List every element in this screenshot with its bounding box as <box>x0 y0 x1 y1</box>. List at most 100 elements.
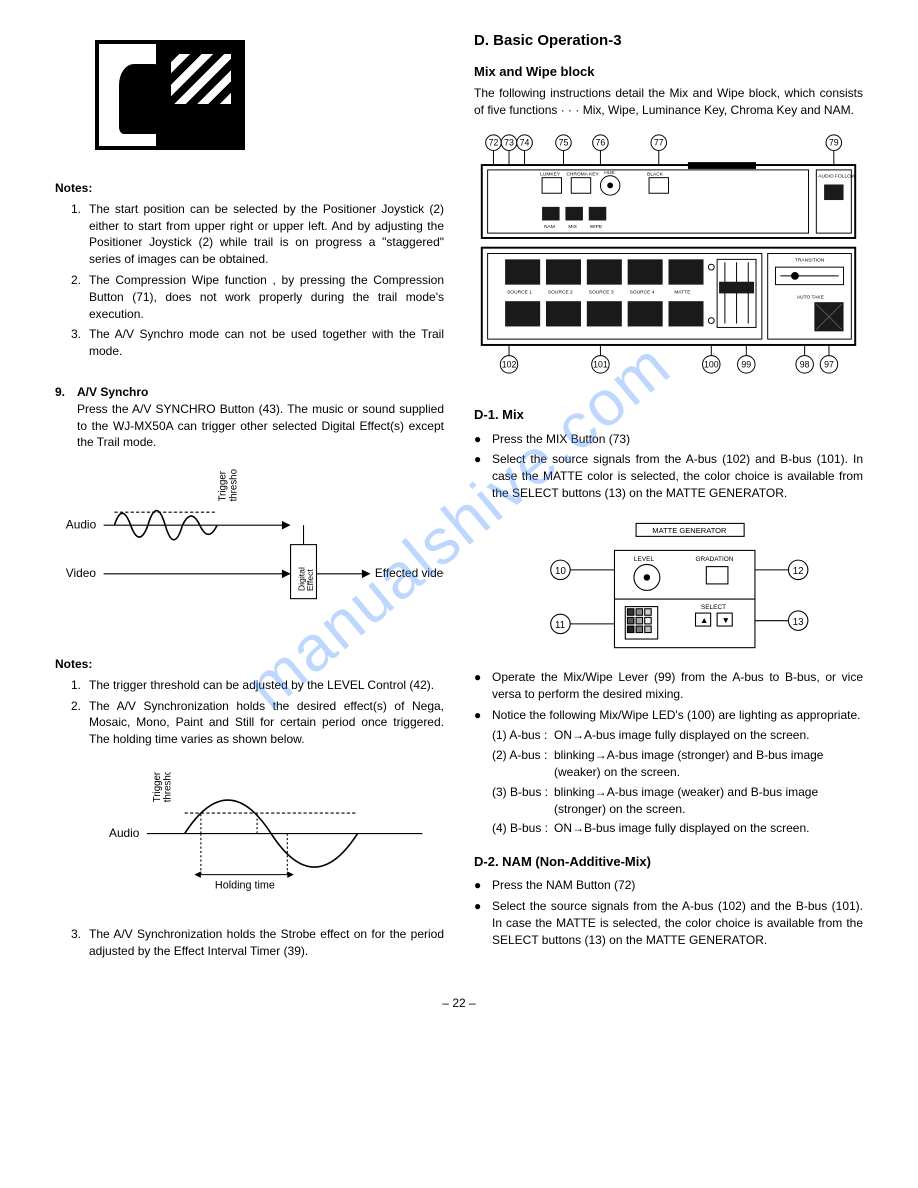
svg-text:10: 10 <box>555 566 566 577</box>
svg-text:GRADATION: GRADATION <box>696 556 734 563</box>
d2-heading: D-2. NAM (Non-Additive-Mix) <box>474 853 863 871</box>
note-text: The start position can be selected by th… <box>89 201 444 268</box>
note-number: 2. <box>71 272 89 322</box>
svg-text:73: 73 <box>504 137 514 147</box>
section-title: A/V Synchro <box>77 384 444 401</box>
mixwipe-heading: Mix and Wipe block <box>474 63 863 81</box>
svg-text:MATTE: MATTE <box>674 289 691 295</box>
diagram-label: Audio <box>109 826 140 840</box>
note-item: 1.The trigger threshold can be adjusted … <box>71 677 444 694</box>
sub-text: ON→A-bus image fully displayed on the sc… <box>554 727 863 744</box>
d1-heading: D-1. Mix <box>474 406 863 424</box>
svg-text:SOURCE 4: SOURCE 4 <box>630 289 655 295</box>
threshold-label: threshold <box>229 469 240 501</box>
svg-text:11: 11 <box>555 620 565 631</box>
svg-text:74: 74 <box>520 137 530 147</box>
av-synchro-diagram: Audio Trigger threshold Digital Effect V… <box>55 469 444 631</box>
control-panel-diagram: 72 73 74 75 76 77 79 MX EFFECT LUMKEY CH… <box>474 131 863 384</box>
svg-text:AUTO TAKE: AUTO TAKE <box>797 294 825 300</box>
bullet-item: ●Select the source signals from the A-bu… <box>474 898 863 948</box>
bullet-text: Notice the following Mix/Wipe LED's (100… <box>492 707 863 724</box>
svg-text:97: 97 <box>824 359 834 369</box>
svg-text:79: 79 <box>829 137 839 147</box>
notes-block-1: Notes: 1.The start position can be selec… <box>55 180 444 360</box>
svg-text:100: 100 <box>704 359 719 369</box>
svg-text:AUDIO FOLLOW: AUDIO FOLLOW <box>818 173 856 179</box>
svg-text:MIX: MIX <box>568 224 577 230</box>
svg-text:LUMKEY: LUMKEY <box>540 172 561 178</box>
svg-text:WIPE: WIPE <box>590 224 603 230</box>
bullet-text: Operate the Mix/Wipe Lever (99) from the… <box>492 669 863 703</box>
diagram-label: Effected video <box>375 566 444 580</box>
svg-text:99: 99 <box>741 359 751 369</box>
main-heading: D. Basic Operation-3 <box>474 30 863 51</box>
sub-text: ON→B-bus image fully displayed on the sc… <box>554 820 863 837</box>
bullet-text: Press the MIX Button (73) <box>492 431 863 448</box>
note-number: 3. <box>71 926 89 960</box>
sub-number: (1) A-bus : <box>492 727 554 744</box>
note-text: The A/V Synchronization holds the Strobe… <box>89 926 444 960</box>
holding-label: Holding time <box>215 880 275 892</box>
svg-text:77: 77 <box>654 137 664 147</box>
mixwipe-text: The following instructions detail the Mi… <box>474 85 863 119</box>
bullet-text: Select the source signals from the A-bus… <box>492 898 863 948</box>
note-item: 1.The start position can be selected by … <box>71 201 444 268</box>
sub-number: (2) A-bus : <box>492 747 554 781</box>
threshold-label: Trigger <box>218 470 229 501</box>
bullet-item: ●Press the MIX Button (73) <box>474 431 863 448</box>
note-number: 1. <box>71 677 89 694</box>
svg-text:▼: ▼ <box>721 615 730 625</box>
note-number: 1. <box>71 201 89 268</box>
note-item: 3.The A/V Synchronization holds the Stro… <box>71 926 444 960</box>
notes-block-2: Notes: 1.The trigger threshold can be ad… <box>55 656 444 748</box>
svg-text:BLACK: BLACK <box>647 172 664 178</box>
svg-text:13: 13 <box>793 617 804 628</box>
diagram-label: Video <box>66 566 97 580</box>
left-column: Notes: 1.The start position can be selec… <box>55 30 444 965</box>
sub-number: (4) B-bus : <box>492 820 554 837</box>
svg-text:HUE: HUE <box>604 170 615 176</box>
svg-text:75: 75 <box>559 137 569 147</box>
notes-heading: Notes: <box>55 180 444 197</box>
sub-item: (3) B-bus :blinking→A-bus image (weaker)… <box>474 784 863 818</box>
bullet-marker: ● <box>474 898 492 948</box>
svg-text:TRANSITION: TRANSITION <box>795 257 825 263</box>
svg-text:76: 76 <box>596 137 606 147</box>
svg-text:▲: ▲ <box>700 615 709 625</box>
bullet-item: ●Notice the following Mix/Wipe LED's (10… <box>474 707 863 724</box>
svg-text:CHROMA KEY: CHROMA KEY <box>566 172 599 178</box>
sub-item: (4) B-bus :ON→B-bus image fully displaye… <box>474 820 863 837</box>
svg-text:SOURCE 3: SOURCE 3 <box>589 289 614 295</box>
bullet-item: ●Press the NAM Button (72) <box>474 877 863 894</box>
bullet-marker: ● <box>474 451 492 501</box>
bullet-marker: ● <box>474 669 492 703</box>
svg-text:12: 12 <box>793 566 804 577</box>
bullet-item: ●Operate the Mix/Wipe Lever (99) from th… <box>474 669 863 703</box>
svg-text:SELECT: SELECT <box>701 604 726 611</box>
holding-time-diagram: Audio Trigger threshold Holding time <box>55 772 444 902</box>
sub-text: blinking→A-bus image (stronger) and B-bu… <box>554 747 863 781</box>
threshold-label: Trigger <box>152 772 163 802</box>
svg-text:101: 101 <box>593 359 608 369</box>
svg-text:SOURCE 1: SOURCE 1 <box>507 289 532 295</box>
note-item: 2.The Compression Wipe function , by pre… <box>71 272 444 322</box>
sub-item: (2) A-bus :blinking→A-bus image (stronge… <box>474 747 863 781</box>
note-number: 3. <box>71 326 89 360</box>
note-text: The A/V Synchronization holds the desire… <box>89 698 444 748</box>
section-text: Press the A/V SYNCHRO Button (43). The m… <box>77 401 444 451</box>
svg-text:NAM: NAM <box>544 224 555 230</box>
bullet-marker: ● <box>474 877 492 894</box>
sub-number: (3) B-bus : <box>492 784 554 818</box>
matte-generator-diagram: MATTE GENERATOR 10 11 LEVEL GRADATION SE… <box>474 518 863 658</box>
note-item: 2.The A/V Synchronization holds the desi… <box>71 698 444 748</box>
section-number: 9. <box>55 384 77 451</box>
bullet-text: Press the NAM Button (72) <box>492 877 863 894</box>
page-number: – 22 – <box>55 995 863 1012</box>
illustration-photo <box>95 40 245 150</box>
note-text: The Compression Wipe function , by press… <box>89 272 444 322</box>
section-9: 9. A/V Synchro Press the A/V SYNCHRO But… <box>55 384 444 451</box>
bullet-text: Select the source signals from the A-bus… <box>492 451 863 501</box>
svg-text:102: 102 <box>502 359 517 369</box>
right-column: D. Basic Operation-3 Mix and Wipe block … <box>474 30 863 965</box>
note-text: The trigger threshold can be adjusted by… <box>89 677 444 694</box>
